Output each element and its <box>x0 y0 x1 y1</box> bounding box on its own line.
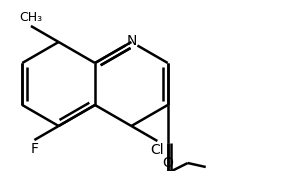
Text: N: N <box>126 34 137 48</box>
Text: Cl: Cl <box>151 143 164 157</box>
Text: F: F <box>30 142 38 156</box>
Text: O: O <box>162 156 173 170</box>
Text: CH₃: CH₃ <box>19 11 43 24</box>
